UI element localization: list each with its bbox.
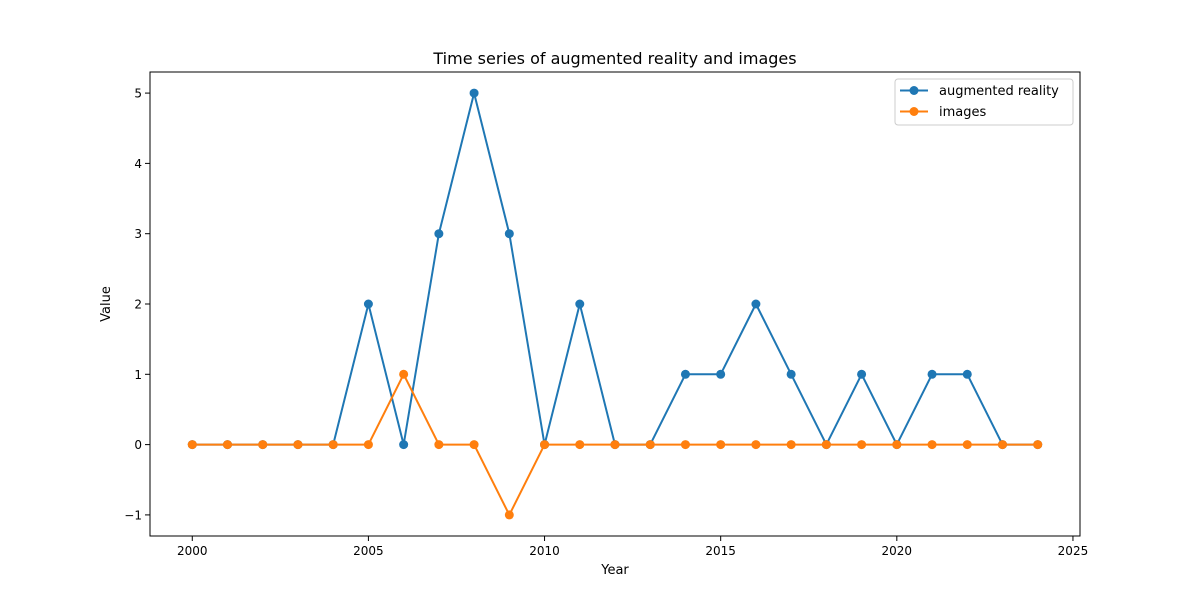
legend-marker-augmented-reality (909, 86, 919, 95)
data-point-images (293, 440, 303, 450)
data-point-images (1033, 440, 1043, 450)
data-point-augmented-reality (716, 369, 726, 379)
x-tick-label: 2025 (1058, 544, 1089, 558)
y-axis-ticks: −1 0 1 2 3 4 5 (124, 87, 150, 522)
data-point-images (716, 440, 726, 450)
y-tick-label: 1 (134, 368, 142, 382)
data-point-images (857, 440, 867, 450)
data-point-augmented-reality (504, 229, 514, 239)
x-tick-label: 2005 (353, 544, 384, 558)
y-tick-label: 5 (134, 87, 142, 101)
data-point-images (680, 440, 690, 450)
data-point-images (751, 440, 761, 450)
data-point-augmented-reality (680, 369, 690, 379)
data-point-images (223, 440, 232, 450)
data-point-images (434, 440, 444, 450)
x-tick-label: 2000 (177, 544, 208, 558)
y-tick-label: 4 (134, 157, 142, 171)
legend-label-images: images (939, 105, 986, 120)
x-axis-label: Year (600, 563, 629, 578)
y-axis-label: Value (99, 286, 114, 322)
x-tick-label: 2010 (529, 544, 560, 558)
y-tick-label: 0 (134, 438, 142, 452)
data-point-augmented-reality (927, 369, 937, 379)
data-point-images (821, 440, 831, 450)
data-point-augmented-reality (363, 299, 373, 309)
data-point-augmented-reality (857, 369, 867, 379)
data-point-augmented-reality (962, 369, 972, 379)
data-point-augmented-reality (399, 440, 409, 450)
y-tick-label: −1 (124, 508, 142, 522)
data-point-images (363, 440, 373, 450)
legend-label-augmented-reality: augmented reality (939, 84, 1059, 99)
x-axis-ticks: 2000 2005 2010 2015 2020 2025 (177, 536, 1088, 558)
data-point-images (575, 440, 585, 450)
data-point-images (187, 440, 197, 450)
chart-title: Time series of augmented reality and ima… (432, 49, 796, 68)
data-point-augmented-reality (751, 299, 761, 309)
series-layer (187, 88, 1043, 520)
data-point-images (328, 440, 338, 450)
data-point-images (927, 440, 937, 450)
series-images (187, 369, 1043, 520)
data-point-images (540, 440, 550, 450)
legend: augmented reality images (894, 78, 1074, 126)
data-point-augmented-reality (786, 369, 796, 379)
data-point-images (610, 440, 620, 450)
data-point-images (998, 440, 1007, 450)
y-tick-label: 3 (134, 227, 142, 241)
data-point-images (504, 510, 514, 520)
data-point-images (645, 440, 655, 450)
data-point-augmented-reality (469, 88, 479, 98)
legend-box (894, 78, 1074, 126)
x-tick-label: 2015 (705, 544, 736, 558)
data-point-images (962, 440, 972, 450)
data-point-images (469, 440, 479, 450)
legend-marker-images (909, 107, 919, 116)
y-tick-label: 2 (134, 298, 142, 312)
data-point-images (786, 440, 796, 450)
data-point-images (892, 440, 902, 450)
data-point-images (258, 440, 268, 450)
data-point-images (399, 369, 409, 379)
data-point-augmented-reality (434, 229, 444, 239)
x-tick-label: 2020 (882, 544, 913, 558)
data-point-augmented-reality (575, 299, 585, 309)
